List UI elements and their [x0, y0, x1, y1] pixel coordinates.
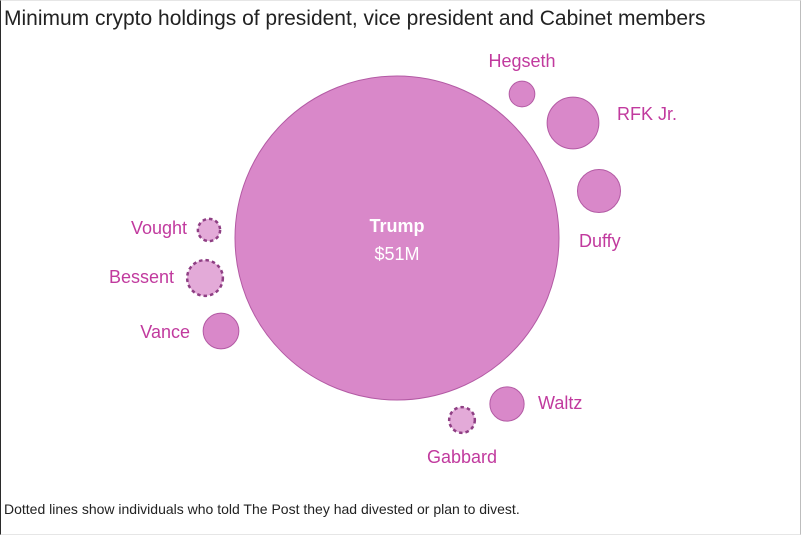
bubble-label-vance: Vance: [140, 322, 190, 342]
bubble-label-vought: Vought: [131, 218, 187, 238]
bubble-vought: [196, 217, 222, 243]
bubble-label-duffy: Duffy: [579, 231, 621, 251]
bubble-bessent: [185, 258, 225, 298]
chart-title: Minimum crypto holdings of president, vi…: [4, 7, 706, 30]
bubble-waltz: [489, 386, 525, 422]
bubble-label-hegseth: Hegseth: [488, 51, 555, 71]
bubble-label-trump: Trump: [369, 216, 424, 236]
chart-footnote: Dotted lines show individuals who told T…: [4, 501, 520, 517]
bubble-value-trump: $51M: [374, 244, 419, 264]
bubble-duffy: [576, 168, 622, 214]
bubble-trump: [234, 75, 560, 401]
bubble-gabbard: [447, 405, 477, 435]
bubble-label-rfk-jr: RFK Jr.: [617, 104, 677, 124]
bubble-hegseth: [508, 80, 536, 108]
bubble-label-gabbard: Gabbard: [427, 447, 497, 467]
bubble-rfk-jr: [546, 96, 600, 150]
bubble-label-waltz: Waltz: [538, 393, 582, 413]
bubble-vance: [202, 312, 240, 350]
bubble-label-bessent: Bessent: [109, 267, 174, 287]
